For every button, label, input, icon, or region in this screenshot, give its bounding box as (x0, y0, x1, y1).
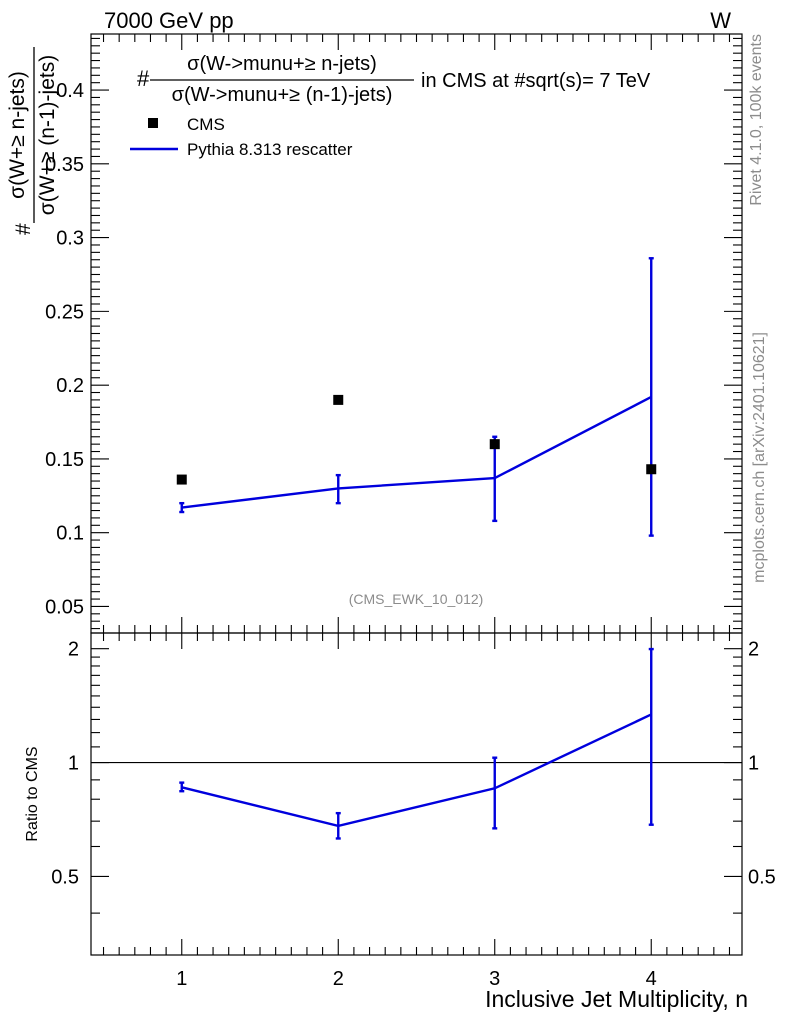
ratio-error-bars (179, 647, 654, 840)
x-tick-label: 4 (646, 968, 657, 990)
main-y-tick-label: 0.05 (45, 596, 84, 618)
legend-data-marker (148, 118, 158, 128)
ylabel-hash: # (12, 223, 35, 235)
ratio-series-line (181, 713, 652, 828)
title-denominator: σ(W->munu+≥ (n-1)-jets) (172, 84, 393, 106)
mc-series-line (181, 395, 652, 509)
data-points (176, 394, 657, 485)
title-hash: # (137, 66, 150, 91)
axis-ticks (91, 34, 742, 955)
x-tick-label: 2 (333, 968, 344, 990)
ratio-plot-frame (90, 632, 743, 956)
header-energy-label: 7000 GeV pp (104, 8, 234, 33)
data-point (489, 439, 500, 450)
mcplots-label: mcplots.cern.ch [arXiv:2401.10621] (751, 332, 768, 583)
ratio-y-tick-label-right: 0.5 (748, 866, 776, 888)
mc-error-bars (179, 257, 654, 537)
x-tick-label: 3 (489, 968, 500, 990)
main-y-tick-label: 0.25 (45, 301, 84, 323)
ratio-y-tick-label-right: 2 (748, 639, 759, 661)
ylabel-denominator: σ(W+≥ (n-1)-jets) (36, 55, 59, 215)
title-suffix: in CMS at #sqrt(s)= 7 TeV (421, 70, 651, 92)
ratio-y-tick-label-left: 1 (68, 753, 79, 775)
ratio-y-tick-label-left: 0.5 (51, 866, 79, 888)
ratio-y-tick-label-right: 1 (748, 753, 759, 775)
analysis-id: (CMS_EWK_10_012) (349, 591, 484, 607)
main-y-tick-label: 0.15 (45, 449, 84, 471)
main-y-tick-label: 0.35 (45, 154, 84, 176)
main-y-tick-label: 0.4 (56, 80, 84, 102)
rivet-label: Rivet 4.1.0, 100k events (748, 34, 765, 206)
main-y-tick-label: 0.2 (56, 375, 84, 397)
main-ylabel: # σ(W+≥ n-jets) σ(W+≥ (n-1)-jets) (6, 47, 59, 235)
ratio-ylabel: Ratio to CMS (24, 746, 41, 841)
header-process-label: W (710, 8, 731, 33)
ylabel-numerator: σ(W+≥ n-jets) (6, 71, 29, 199)
ratio-y-tick-label-left: 2 (68, 639, 79, 661)
x-axis-label: Inclusive Jet Multiplicity, n (485, 986, 748, 1012)
legend-mc-label: Pythia 8.313 rescatter (187, 140, 353, 159)
axis-tick-labels: 1 2 3 4 0.05 0.1 0.15 0.2 0.25 0.3 0.35 0.4 0.5 0.5 1 1… (45, 80, 776, 990)
main-y-tick-label: 0.3 (56, 228, 84, 250)
legend-data-label: CMS (187, 115, 225, 134)
x-tick-label: 1 (176, 968, 187, 990)
data-point (333, 394, 344, 405)
title-numerator: σ(W->munu+≥ n-jets) (187, 53, 377, 75)
data-point (176, 474, 187, 485)
main-y-tick-label: 0.1 (56, 523, 84, 545)
data-point (646, 464, 657, 475)
